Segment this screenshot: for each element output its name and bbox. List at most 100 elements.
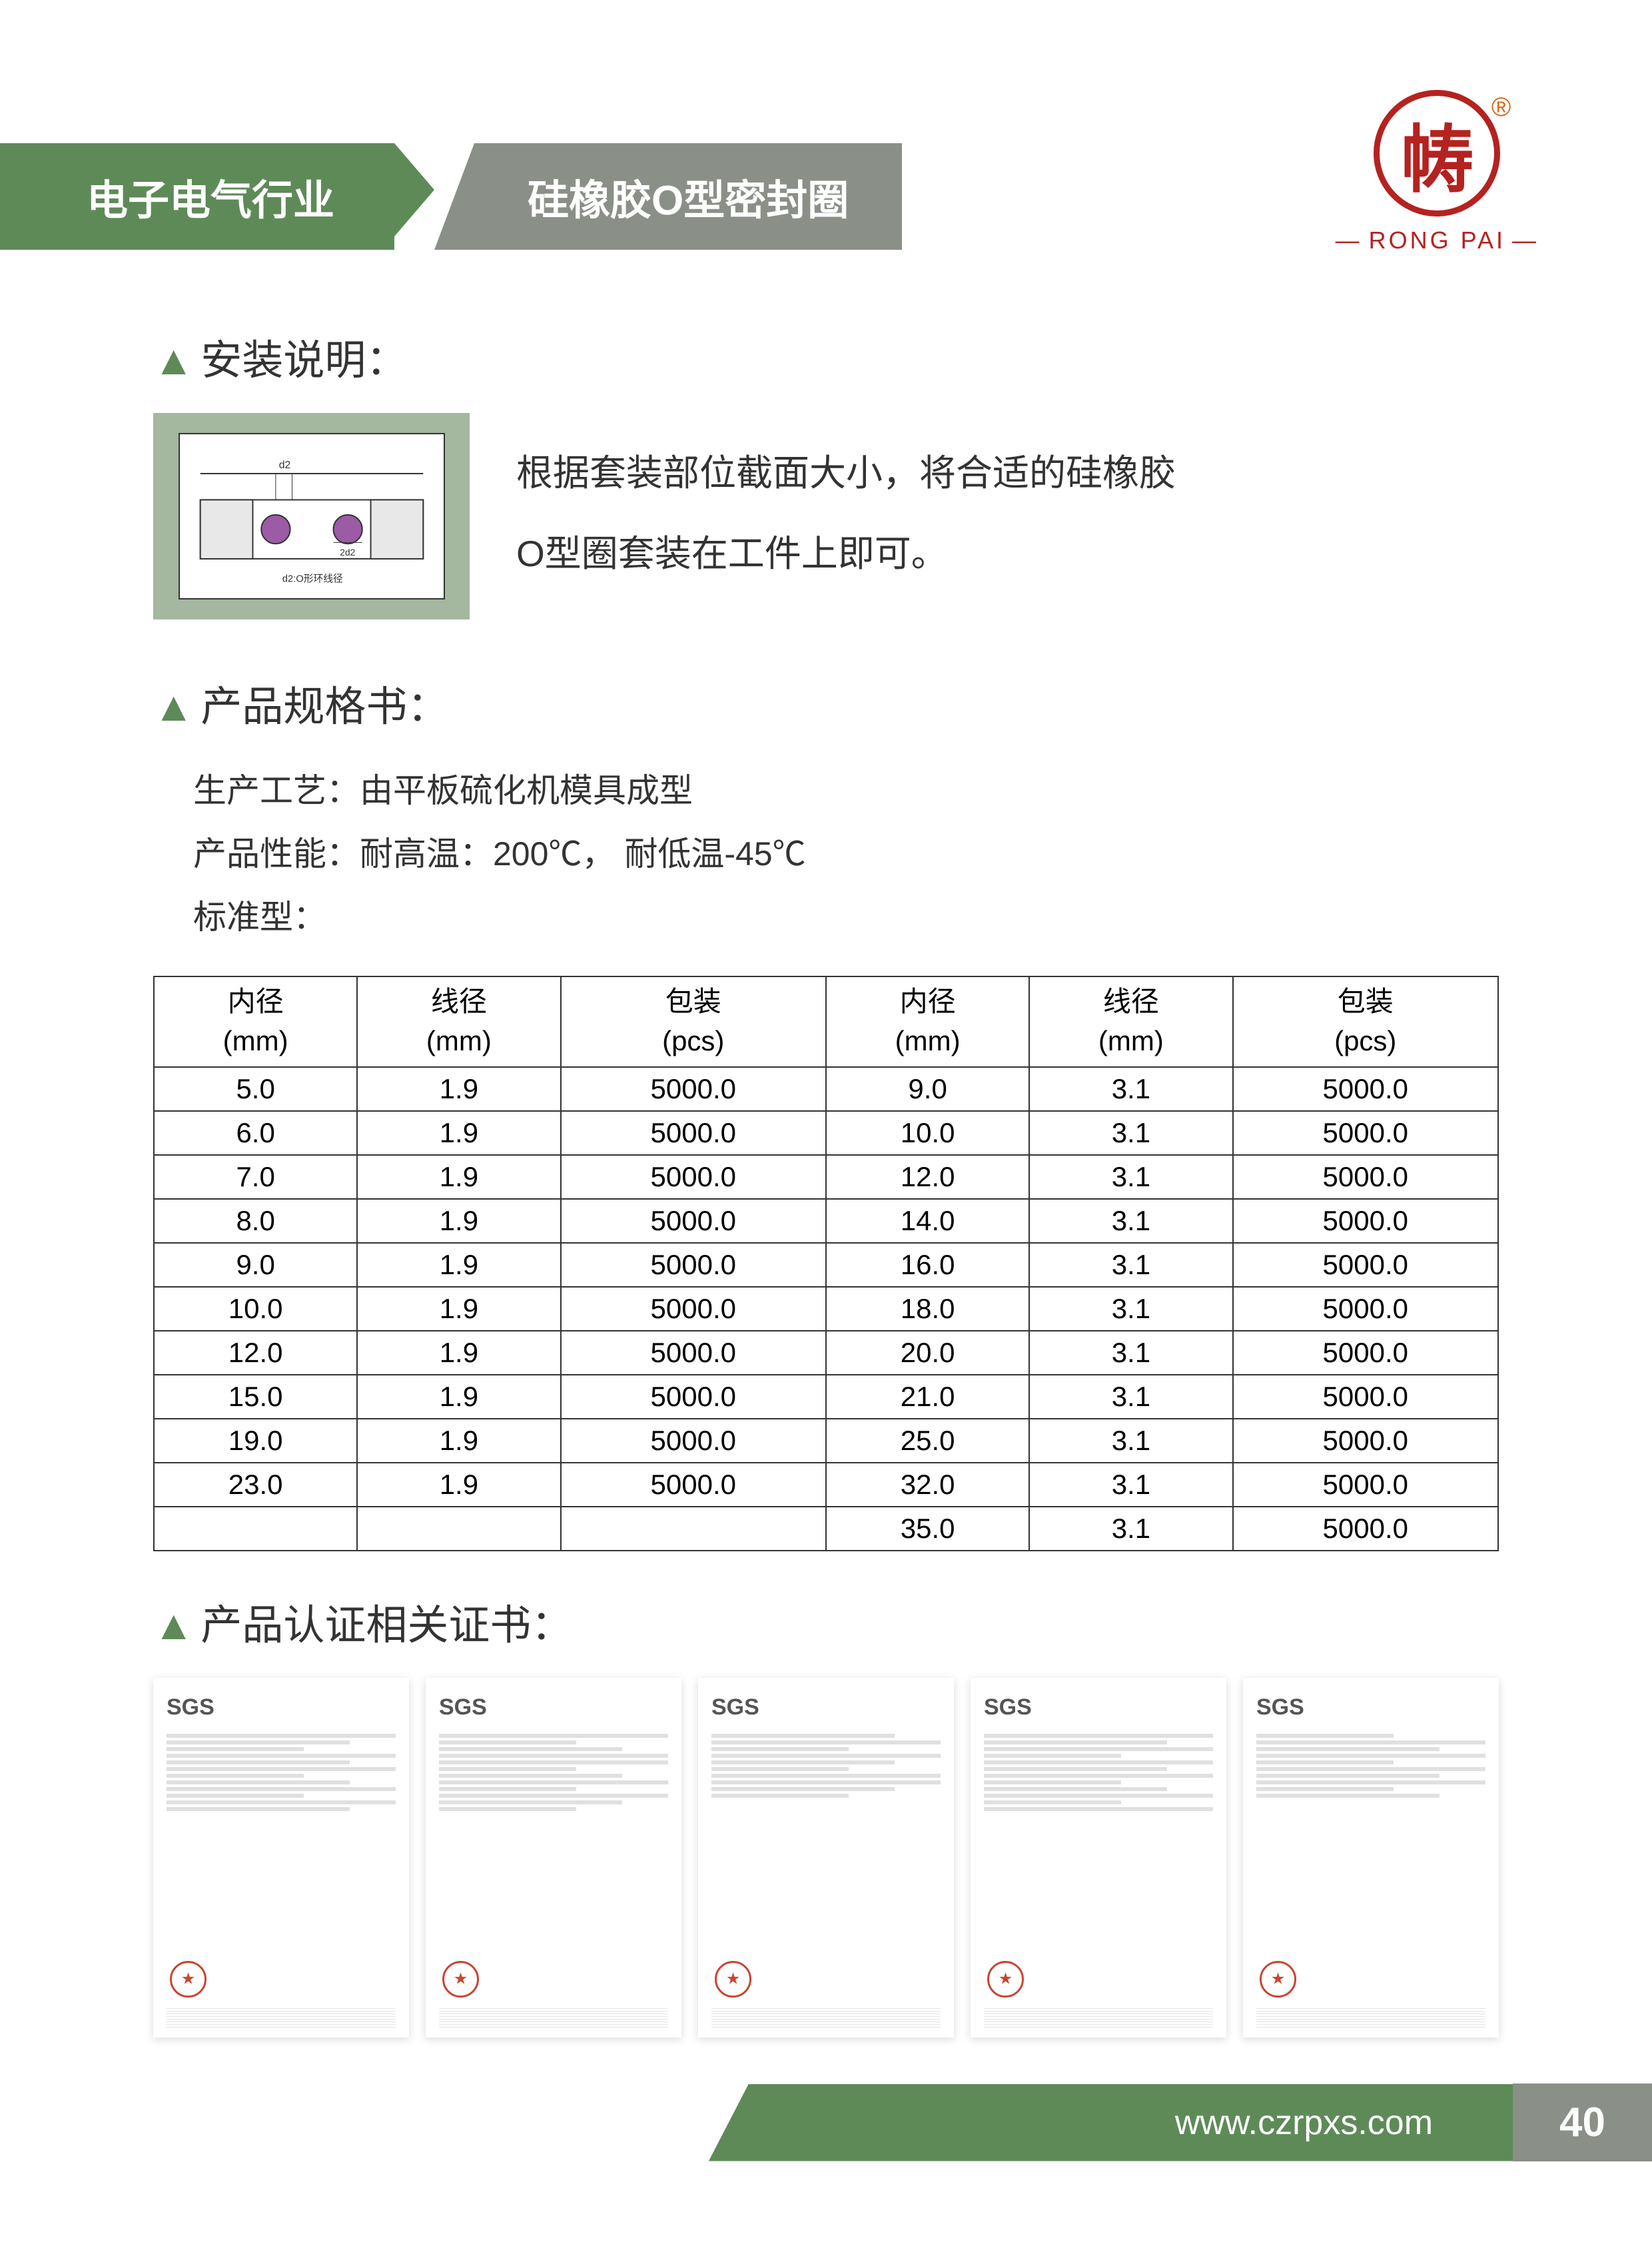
table-cell: 5000.0 xyxy=(1233,1507,1498,1551)
table-cell: 32.0 xyxy=(826,1463,1029,1507)
table-cell xyxy=(154,1507,357,1551)
table-cell: 12.0 xyxy=(826,1155,1029,1199)
table-cell: 5.0 xyxy=(154,1067,357,1111)
table-cell: 5000.0 xyxy=(1233,1419,1498,1463)
table-cell: 3.1 xyxy=(1029,1463,1232,1507)
seal-icon xyxy=(1260,1961,1296,1998)
table-cell: 20.0 xyxy=(826,1331,1029,1375)
table-cell: 23.0 xyxy=(154,1463,357,1507)
table-cell: 3.1 xyxy=(1029,1111,1232,1155)
table-cell: 5000.0 xyxy=(1233,1243,1498,1287)
install-heading: ▲安装说明： xyxy=(153,326,1499,386)
table-row: 10.01.95000.018.03.15000.0 xyxy=(154,1287,1498,1331)
table-cell: 5000.0 xyxy=(1233,1375,1498,1419)
table-cell: 3.1 xyxy=(1029,1155,1232,1199)
diagram-box: d2 2d2 d2:O形环线径 xyxy=(153,413,470,619)
tab-industry: 电子电气行业 xyxy=(0,143,394,250)
table-cell: 5000.0 xyxy=(561,1419,826,1463)
table-cell: 18.0 xyxy=(826,1287,1029,1331)
table-cell: 5000.0 xyxy=(1233,1111,1498,1155)
spec-table: 内径(mm) 线径(mm) 包装(pcs) 内径(mm) 线径(mm) 包装(p… xyxy=(153,976,1499,1551)
install-description: 根据套装部位截面大小，将合适的硅橡胶 O型圈套装在工件上即可。 xyxy=(516,413,1176,619)
table-cell xyxy=(357,1507,560,1551)
seal-icon xyxy=(987,1961,1024,1998)
table-cell: 3.1 xyxy=(1029,1067,1232,1111)
table-cell: 3.1 xyxy=(1029,1287,1232,1331)
table-cell: 14.0 xyxy=(826,1199,1029,1243)
brand-name: —RONG PAI— xyxy=(1329,226,1545,254)
table-cell: 19.0 xyxy=(154,1419,357,1463)
table-cell: 5000.0 xyxy=(561,1155,826,1199)
svg-text:2d2: 2d2 xyxy=(340,548,355,558)
table-cell: 1.9 xyxy=(357,1243,560,1287)
certificate-5: SGS xyxy=(1243,1678,1499,2038)
table-row: 23.01.95000.032.03.15000.0 xyxy=(154,1463,1498,1507)
table-cell: 5000.0 xyxy=(1233,1463,1498,1507)
spec-section: 生产工艺：由平板硫化机模具成型 产品性能：耐高温：200℃， 耐低温-45℃ 标… xyxy=(153,759,1499,1551)
logo-circle-icon: 帱 ® xyxy=(1374,90,1500,216)
table-cell: 10.0 xyxy=(154,1287,357,1331)
certificate-2: SGS xyxy=(426,1678,681,2038)
content-area: ▲安装说明： d2 2d2 d2:O形环线径 xyxy=(153,326,1499,2038)
table-cell: 10.0 xyxy=(826,1111,1029,1155)
logo-glyph: 帱 xyxy=(1400,100,1473,206)
table-cell: 3.1 xyxy=(1029,1331,1232,1375)
table-cell: 3.1 xyxy=(1029,1507,1232,1551)
table-row: 6.01.95000.010.03.15000.0 xyxy=(154,1111,1498,1155)
registered-icon: ® xyxy=(1491,93,1511,123)
seal-icon xyxy=(442,1961,479,1998)
table-cell: 3.1 xyxy=(1029,1375,1232,1419)
table-cell: 3.1 xyxy=(1029,1199,1232,1243)
cross-section-diagram: d2 2d2 d2:O形环线径 xyxy=(179,433,445,599)
table-cell: 9.0 xyxy=(826,1067,1029,1111)
table-cell: 8.0 xyxy=(154,1199,357,1243)
table-cell: 1.9 xyxy=(357,1155,560,1199)
table-cell: 1.9 xyxy=(357,1067,560,1111)
table-cell: 5000.0 xyxy=(1233,1067,1498,1111)
seal-icon xyxy=(170,1961,206,1998)
certificate-3: SGS xyxy=(698,1678,954,2038)
table-cell: 3.1 xyxy=(1029,1243,1232,1287)
table-cell: 3.1 xyxy=(1029,1419,1232,1463)
table-cell: 21.0 xyxy=(826,1375,1029,1419)
table-cell: 5000.0 xyxy=(1233,1155,1498,1199)
svg-text:d2: d2 xyxy=(278,460,290,471)
table-row: 8.01.95000.014.03.15000.0 xyxy=(154,1199,1498,1243)
seal-icon xyxy=(715,1961,751,1998)
table-cell: 12.0 xyxy=(154,1331,357,1375)
table-cell: 5000.0 xyxy=(561,1375,826,1419)
table-cell: 1.9 xyxy=(357,1419,560,1463)
table-cell: 5000.0 xyxy=(1233,1287,1498,1331)
table-cell: 5000.0 xyxy=(561,1067,826,1111)
table-cell: 1.9 xyxy=(357,1463,560,1507)
table-row: 19.01.95000.025.03.15000.0 xyxy=(154,1419,1498,1463)
triangle-icon: ▲ xyxy=(153,338,194,384)
brand-logo: 帱 ® —RONG PAI— xyxy=(1329,90,1545,254)
table-row: 12.01.95000.020.03.15000.0 xyxy=(154,1331,1498,1375)
table-row: 5.01.95000.09.03.15000.0 xyxy=(154,1067,1498,1111)
table-cell: 1.9 xyxy=(357,1111,560,1155)
certificate-1: SGS xyxy=(153,1678,409,2038)
table-cell: 1.9 xyxy=(357,1199,560,1243)
table-row: 35.03.15000.0 xyxy=(154,1507,1498,1551)
table-header-row: 内径(mm) 线径(mm) 包装(pcs) 内径(mm) 线径(mm) 包装(p… xyxy=(154,976,1498,1067)
table-cell: 5000.0 xyxy=(561,1463,826,1507)
table-cell: 16.0 xyxy=(826,1243,1029,1287)
table-row: 7.01.95000.012.03.15000.0 xyxy=(154,1155,1498,1199)
triangle-icon: ▲ xyxy=(153,1603,194,1649)
certificate-4: SGS xyxy=(971,1678,1226,2038)
footer-url: www.czrpxs.com xyxy=(709,2084,1513,2161)
spec-description: 生产工艺：由平板硫化机模具成型 产品性能：耐高温：200℃， 耐低温-45℃ 标… xyxy=(193,759,1499,949)
table-cell: 35.0 xyxy=(826,1507,1029,1551)
table-cell: 9.0 xyxy=(154,1243,357,1287)
table-row: 9.01.95000.016.03.15000.0 xyxy=(154,1243,1498,1287)
table-cell: 5000.0 xyxy=(561,1331,826,1375)
table-cell: 15.0 xyxy=(154,1375,357,1419)
svg-text:d2:O形环线径: d2:O形环线径 xyxy=(282,573,342,584)
table-cell: 5000.0 xyxy=(561,1199,826,1243)
table-cell: 7.0 xyxy=(154,1155,357,1199)
table-cell: 5000.0 xyxy=(561,1287,826,1331)
triangle-icon: ▲ xyxy=(153,684,194,730)
table-cell: 1.9 xyxy=(357,1287,560,1331)
table-cell: 5000.0 xyxy=(561,1111,826,1155)
